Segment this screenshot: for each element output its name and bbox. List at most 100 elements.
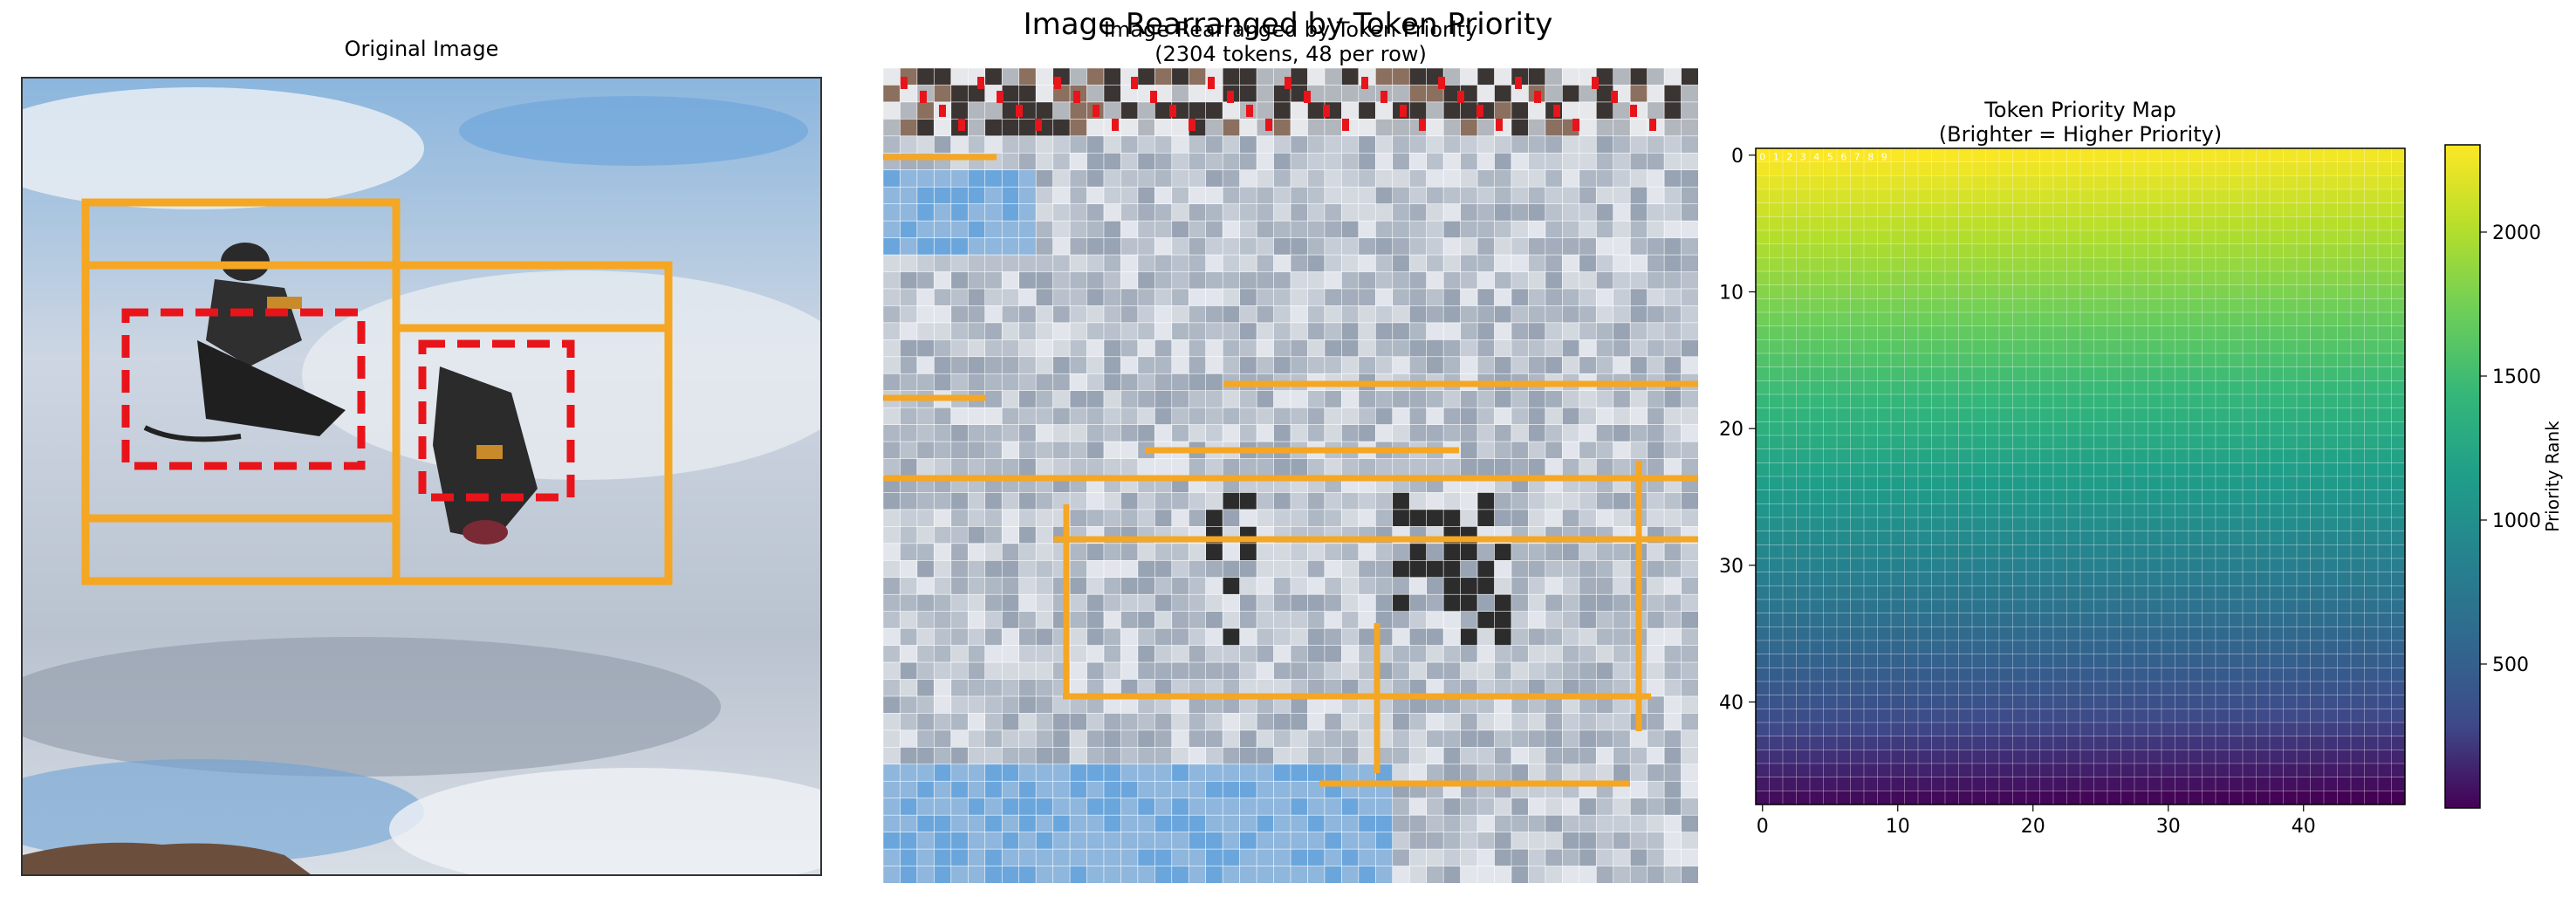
priority-cell bbox=[2107, 257, 2121, 272]
priority-cell bbox=[1904, 544, 1919, 559]
priority-cell bbox=[2364, 298, 2379, 313]
priority-cell bbox=[2120, 681, 2135, 696]
priority-cell bbox=[1931, 202, 1946, 217]
priority-cell bbox=[1931, 654, 1946, 668]
priority-cell bbox=[2161, 490, 2175, 504]
priority-cell bbox=[2350, 736, 2365, 750]
priority-cell bbox=[2256, 407, 2271, 422]
priority-cell bbox=[2148, 613, 2162, 627]
priority-cell bbox=[2215, 394, 2230, 409]
priority-cell bbox=[2215, 161, 2230, 176]
priority-cell bbox=[2066, 435, 2081, 450]
priority-cell bbox=[2283, 777, 2298, 791]
priority-cell bbox=[2391, 777, 2406, 791]
priority-cell bbox=[2120, 750, 2135, 764]
priority-cell bbox=[2323, 243, 2338, 258]
priority-cell bbox=[2025, 544, 2040, 559]
priority-cell bbox=[1850, 668, 1865, 682]
priority-cell bbox=[2107, 750, 2121, 764]
priority-cell bbox=[2012, 243, 2027, 258]
priority-cell bbox=[2391, 763, 2406, 778]
priority-cell bbox=[2364, 476, 2379, 491]
priority-cell bbox=[2202, 640, 2216, 655]
priority-cell bbox=[2066, 681, 2081, 696]
priority-cell bbox=[2066, 229, 2081, 245]
priority-cell bbox=[2310, 791, 2325, 805]
priority-cell bbox=[1755, 681, 1770, 696]
priority-cell bbox=[2391, 339, 2406, 354]
priority-cell bbox=[2269, 229, 2284, 245]
priority-cell bbox=[2175, 627, 2189, 641]
priority-cell bbox=[2391, 188, 2406, 204]
priority-cell bbox=[2229, 298, 2244, 313]
priority-cell bbox=[1796, 572, 1811, 586]
priority-cell bbox=[2175, 695, 2189, 709]
priority-cell bbox=[2269, 531, 2284, 545]
priority-cell bbox=[2039, 722, 2054, 737]
priority-cell bbox=[2377, 722, 2392, 737]
priority-cell bbox=[1998, 750, 2013, 764]
priority-cell bbox=[1755, 599, 1770, 614]
figure-suptitle: Image Rearranged by Token Priority bbox=[1023, 7, 1553, 42]
priority-cell bbox=[2134, 585, 2148, 600]
priority-cell bbox=[2229, 270, 2244, 286]
priority-cell bbox=[2269, 380, 2284, 395]
priority-cell bbox=[2337, 763, 2352, 778]
priority-cell bbox=[2175, 709, 2189, 723]
priority-cell bbox=[1904, 490, 1919, 504]
priority-cell bbox=[2323, 517, 2338, 532]
priority-cell bbox=[1931, 599, 1946, 614]
priority-cell bbox=[2269, 777, 2284, 791]
priority-cell bbox=[2283, 599, 2298, 614]
priority-cell bbox=[2120, 366, 2135, 381]
priority-cell bbox=[1890, 298, 1905, 313]
priority-cell bbox=[2093, 777, 2108, 791]
priority-cell bbox=[1796, 490, 1811, 504]
priority-cell bbox=[2229, 476, 2244, 491]
priority-cell bbox=[2269, 188, 2284, 204]
priority-cell bbox=[2377, 640, 2392, 655]
priority-cell bbox=[2052, 640, 2067, 655]
priority-cell bbox=[1850, 654, 1865, 668]
priority-cell bbox=[1971, 791, 1986, 805]
priority-cell bbox=[1877, 599, 1892, 614]
priority-cell bbox=[2175, 558, 2189, 573]
priority-cell bbox=[2025, 627, 2040, 641]
priority-cell bbox=[2107, 681, 2121, 696]
priority-cell bbox=[2039, 243, 2054, 258]
priority-cell bbox=[1836, 325, 1851, 340]
priority-cell bbox=[2039, 366, 2054, 381]
priority-cell bbox=[2052, 339, 2067, 354]
priority-cell bbox=[2093, 640, 2108, 655]
priority-cell bbox=[2188, 709, 2203, 723]
priority-cell bbox=[2229, 654, 2244, 668]
priority-cell bbox=[1877, 448, 1892, 463]
priority-cell bbox=[2093, 407, 2108, 422]
priority-cell bbox=[2161, 161, 2175, 176]
priority-cell bbox=[2025, 161, 2040, 176]
priority-cell bbox=[1863, 216, 1878, 231]
priority-cell bbox=[1782, 448, 1797, 463]
priority-cell bbox=[1985, 681, 2000, 696]
priority-cell bbox=[1904, 681, 1919, 696]
priority-cell bbox=[1877, 709, 1892, 723]
priority-cell bbox=[2066, 243, 2081, 258]
priority-cell bbox=[1890, 325, 1905, 340]
priority-cell bbox=[2175, 216, 2189, 231]
priority-cell bbox=[2296, 722, 2311, 737]
priority-cell bbox=[1877, 202, 1892, 217]
priority-cell bbox=[1809, 407, 1824, 422]
priority-cell bbox=[2066, 599, 2081, 614]
priority-cell bbox=[1971, 544, 1986, 559]
priority-cell bbox=[1809, 216, 1824, 231]
priority-cell bbox=[1863, 722, 1878, 737]
original-image-panel bbox=[21, 77, 822, 876]
priority-cell bbox=[1782, 161, 1797, 176]
priority-cell bbox=[1971, 366, 1986, 381]
priority-cell bbox=[2175, 503, 2189, 518]
priority-cell bbox=[2161, 243, 2175, 258]
priority-cell bbox=[2269, 791, 2284, 805]
priority-cell bbox=[2025, 448, 2040, 463]
priority-cell bbox=[2310, 531, 2325, 545]
priority-cell bbox=[1755, 202, 1770, 217]
